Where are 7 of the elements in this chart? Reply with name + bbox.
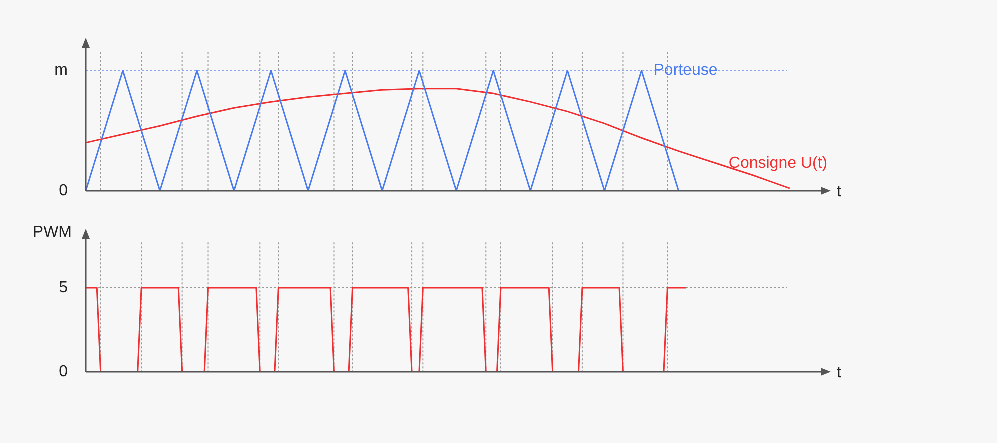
y-axis-title: PWM — [32, 224, 72, 242]
series-label: Consigne U(t) — [728, 154, 828, 172]
y-tick-label: 5 — [59, 279, 68, 296]
ref-line-label: m — [54, 62, 68, 80]
x-axis-title: t — [837, 183, 842, 200]
series-label: Porteuse — [654, 62, 718, 80]
x-axis-title: t — [837, 364, 842, 382]
